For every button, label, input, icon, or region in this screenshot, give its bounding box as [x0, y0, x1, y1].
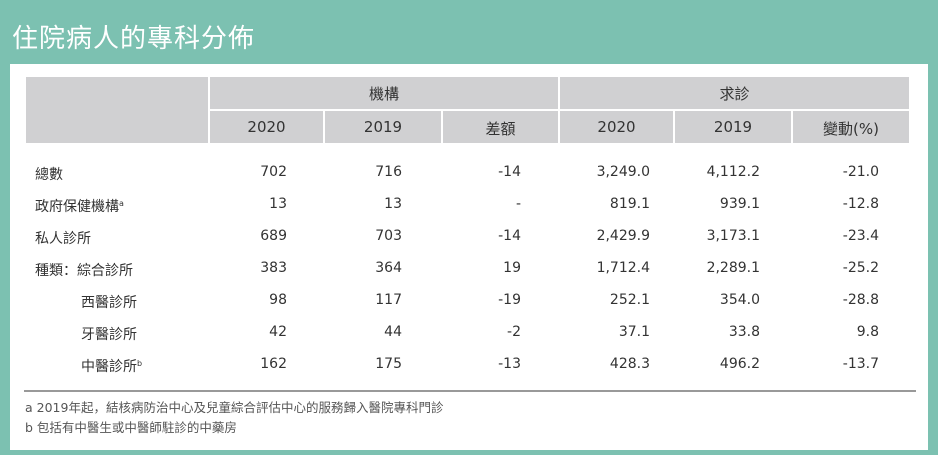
table-cell: 383: [260, 260, 287, 276]
table-cell: 703: [375, 228, 402, 244]
table-cell: 33.8: [728, 324, 760, 340]
table-cell: -14: [498, 164, 521, 180]
header-col-2: [325, 111, 441, 143]
row-label: 政府保健機構a: [35, 199, 124, 215]
table-cell: -12.8: [842, 196, 879, 212]
group-label-visits: 求診: [719, 85, 750, 103]
table-cell: -13.7: [842, 356, 879, 372]
table-cell: -14: [498, 228, 521, 244]
table-cell: 3,173.1: [706, 228, 760, 244]
table-cell: 354.0: [719, 292, 760, 308]
table-cell: -19: [498, 292, 521, 308]
table-cell: 364: [375, 260, 402, 276]
table-cell: 428.3: [609, 356, 650, 372]
row-label: 西醫診所: [81, 295, 137, 311]
row-label: 私人診所: [35, 231, 91, 247]
row-label: 中醫診所b: [81, 359, 143, 375]
table-cell: -: [515, 196, 521, 212]
table-cell: 19: [503, 260, 521, 276]
page-title: 住院病人的專科分佈: [12, 24, 256, 54]
table-cell: -28.8: [842, 292, 879, 308]
table-cell: 4,112.2: [706, 164, 760, 180]
table-cell: -2: [507, 324, 521, 340]
footnote-b: b 包括有中醫生或中醫師駐診的中藥房: [25, 420, 237, 435]
group-label-institutions: 機構: [368, 85, 399, 103]
table-cell: 98: [269, 292, 287, 308]
table-cell: 2,289.1: [706, 260, 760, 276]
table-cell: -13: [498, 356, 521, 372]
column-label: 2020: [597, 118, 636, 136]
table-cell: -23.4: [842, 228, 879, 244]
column-label: 差額: [485, 120, 516, 138]
table-cell: 252.1: [609, 292, 650, 308]
table-cell: 939.1: [719, 196, 760, 212]
column-label: 2020: [247, 118, 286, 136]
table-cell: 42: [269, 324, 287, 340]
table-cell: 496.2: [719, 356, 760, 372]
table-cell: 689: [260, 228, 287, 244]
row-label: 種類：綜合診所: [35, 263, 133, 279]
table-cell: 44: [384, 324, 402, 340]
table-cell: 716: [375, 164, 402, 180]
header-col-6: [793, 111, 909, 143]
table-cell: 819.1: [609, 196, 650, 212]
column-label: 變動(%): [823, 120, 879, 138]
table-cell: 13: [269, 196, 287, 212]
table-cell: 13: [384, 196, 402, 212]
header-col-1: [210, 111, 323, 143]
header-group-visits: [560, 77, 909, 109]
table-panel: 機構 求診 2020 2019 差額 2020 2019 變動(%) 總數 70…: [10, 64, 928, 450]
header-col-4: [560, 111, 673, 143]
table-cell: 702: [260, 164, 287, 180]
table-cell: 3,249.0: [596, 164, 650, 180]
header-corner: [26, 77, 208, 143]
footnote-a: a 2019年起，結核病防治中心及兒童綜合評估中心的服務歸入醫院專科門診: [25, 400, 444, 415]
column-label: 2019: [713, 118, 753, 136]
table-cell: 2,429.9: [596, 228, 650, 244]
row-label: 牙醫診所: [81, 327, 137, 343]
table-cell: 1,712.4: [596, 260, 650, 276]
table-cell: -21.0: [842, 164, 879, 180]
header-col-3: [443, 111, 558, 143]
column-label: 2019: [363, 118, 403, 136]
table-cell: 9.8: [856, 324, 879, 340]
table-cell: 175: [375, 356, 402, 372]
table-cell: 37.1: [618, 324, 650, 340]
table-cell: -25.2: [842, 260, 879, 276]
row-label: 總數: [35, 167, 63, 183]
header-group-institutions: [210, 77, 558, 109]
header-col-5: [675, 111, 791, 143]
table-cell: 117: [375, 292, 402, 308]
footnote-divider: [24, 390, 916, 392]
table-cell: 162: [260, 356, 287, 372]
